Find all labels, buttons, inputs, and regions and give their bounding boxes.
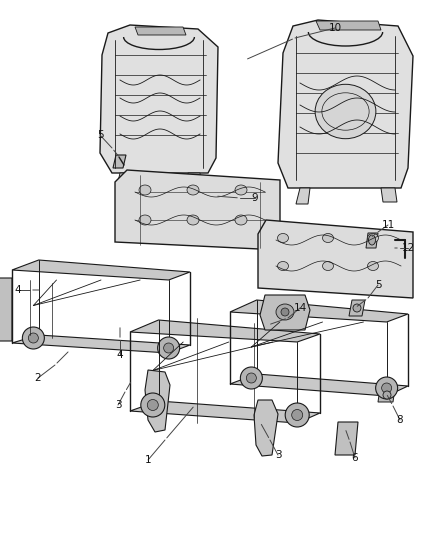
Text: 3: 3 [275,450,281,460]
Text: 10: 10 [328,23,342,33]
Polygon shape [349,300,365,316]
Ellipse shape [383,391,391,399]
Polygon shape [378,388,395,402]
Polygon shape [100,25,218,173]
Polygon shape [130,401,320,423]
Polygon shape [381,188,397,202]
Ellipse shape [235,185,247,195]
Polygon shape [0,278,12,341]
Polygon shape [258,220,413,298]
Ellipse shape [368,235,375,245]
Ellipse shape [322,233,333,243]
Ellipse shape [164,343,173,353]
Ellipse shape [187,215,199,225]
Ellipse shape [315,84,376,139]
Ellipse shape [353,304,361,312]
Polygon shape [254,400,278,456]
Text: 2: 2 [35,373,41,383]
Text: 14: 14 [293,303,307,313]
Ellipse shape [381,383,392,393]
Polygon shape [12,260,190,280]
Polygon shape [230,374,408,396]
Text: 5: 5 [374,280,381,290]
Text: 4: 4 [15,285,21,295]
Ellipse shape [235,215,247,225]
Ellipse shape [281,308,289,316]
Ellipse shape [285,403,309,427]
Ellipse shape [376,377,398,399]
Text: 1: 1 [145,455,151,465]
Text: 9: 9 [252,193,258,203]
Text: 3: 3 [115,400,121,410]
Polygon shape [113,155,126,168]
Polygon shape [135,27,186,35]
Ellipse shape [139,215,151,225]
Ellipse shape [187,185,199,195]
Ellipse shape [276,304,294,320]
Ellipse shape [292,409,303,421]
Polygon shape [116,173,130,191]
Text: 6: 6 [352,453,358,463]
Ellipse shape [367,233,378,243]
Polygon shape [145,370,170,432]
Ellipse shape [147,400,158,410]
Ellipse shape [240,367,262,389]
Polygon shape [115,170,280,250]
Ellipse shape [139,185,151,195]
Polygon shape [316,21,381,30]
Ellipse shape [158,337,180,359]
Text: 11: 11 [381,220,395,230]
Text: 12: 12 [401,243,415,253]
Polygon shape [278,20,413,188]
Ellipse shape [367,262,378,271]
Polygon shape [188,173,202,191]
Ellipse shape [278,233,289,243]
Ellipse shape [322,262,333,271]
Polygon shape [335,422,358,455]
Text: 8: 8 [397,415,403,425]
Polygon shape [260,295,310,330]
Polygon shape [296,188,310,204]
Text: 5: 5 [97,130,103,140]
Ellipse shape [141,393,165,417]
Ellipse shape [28,333,39,343]
Polygon shape [230,300,408,322]
Polygon shape [130,320,320,342]
Polygon shape [12,335,190,353]
Ellipse shape [246,373,256,383]
Text: 4: 4 [117,350,124,360]
Ellipse shape [278,262,289,271]
Polygon shape [366,233,378,248]
Ellipse shape [22,327,44,349]
